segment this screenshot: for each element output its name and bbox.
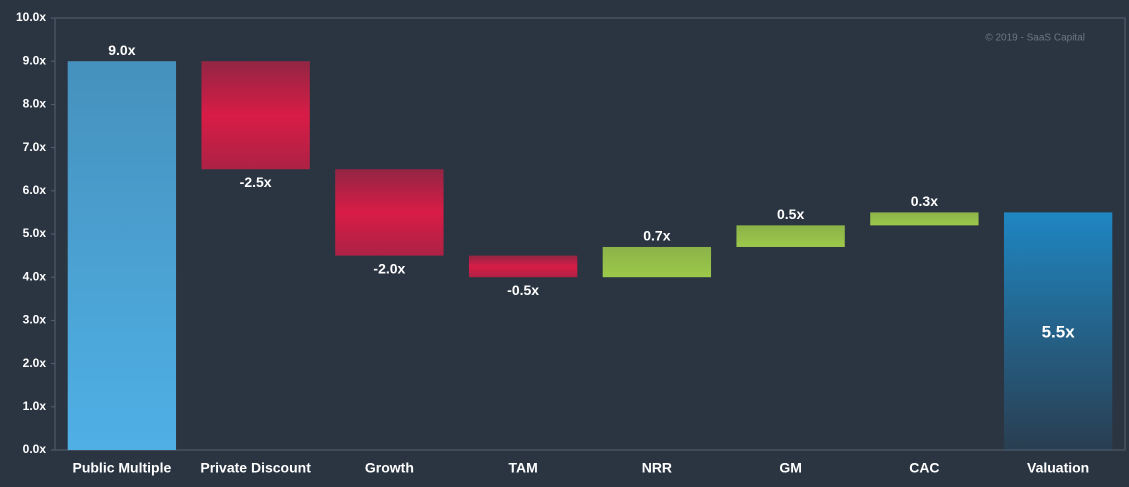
x-tick-label: Public Multiple (72, 460, 171, 476)
y-tick-label: 2.0x (23, 356, 47, 370)
x-tick-label: Growth (365, 460, 414, 476)
bar (870, 212, 979, 226)
y-tick-label: 10.0x (16, 10, 46, 24)
bar (602, 246, 712, 278)
x-tick-label: Valuation (1027, 460, 1089, 476)
value-label: 5.5x (1042, 323, 1076, 342)
y-tick-label: 8.0x (23, 97, 47, 111)
value-label: -2.5x (240, 174, 272, 190)
bar (468, 255, 578, 278)
value-label: -2.0x (373, 260, 405, 276)
y-tick-label: 5.0x (23, 226, 47, 240)
value-label: 9.0x (108, 42, 135, 58)
bar (67, 61, 177, 450)
y-tick-label: 6.0x (23, 183, 47, 197)
bar (736, 225, 845, 247)
y-tick-label: 7.0x (23, 140, 47, 154)
y-tick-label: 1.0x (23, 399, 47, 413)
x-tick-label: TAM (508, 460, 537, 476)
y-tick-label: 3.0x (23, 313, 47, 327)
value-label: -0.5x (507, 282, 539, 298)
annotation: © 2019 - SaaS Capital (985, 33, 1085, 44)
bar (335, 169, 444, 256)
y-tick-label: 9.0x (23, 53, 47, 67)
bar (201, 61, 310, 170)
x-tick-label: NRR (642, 460, 672, 476)
y-tick-label: 0.0x (23, 442, 47, 456)
x-tick-label: CAC (909, 460, 939, 476)
value-label: 0.3x (911, 193, 938, 209)
value-label: 0.7x (643, 228, 670, 244)
y-tick-label: 4.0x (23, 269, 47, 283)
bar (1003, 212, 1113, 450)
x-tick-label: Private Discount (200, 460, 311, 476)
x-tick-label: GM (779, 460, 802, 476)
value-label: 0.5x (777, 206, 804, 222)
